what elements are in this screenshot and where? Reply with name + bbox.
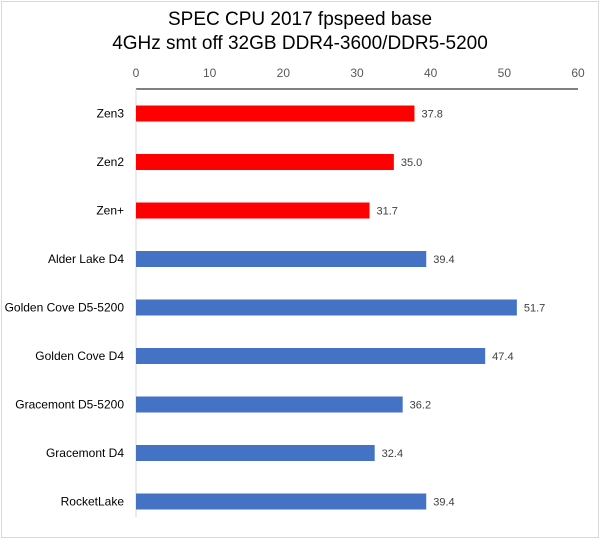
category-label: Zen2 xyxy=(97,155,125,169)
bar xyxy=(136,251,427,267)
x-tick-label: 0 xyxy=(133,66,140,80)
category-label: Zen+ xyxy=(96,204,124,218)
bars: Zen3 37.8 Zen2 35.0 Zen+ 31.7 Alder Lake D4 39.… xyxy=(5,105,545,510)
x-tick-label: 60 xyxy=(571,66,585,80)
bar xyxy=(136,348,486,364)
bar xyxy=(136,202,370,219)
value-label: 47.4 xyxy=(492,351,513,363)
bar xyxy=(136,105,415,122)
value-label: 32.4 xyxy=(382,448,403,460)
chart-title-line-2: 4GHz smt off 32GB DDR4-3600/DDR5-5200 xyxy=(112,33,488,54)
chart-title-line-1: SPEC CPU 2017 fpspeed base xyxy=(167,9,433,30)
x-tick-label: 10 xyxy=(203,66,217,80)
x-tick-label: 40 xyxy=(424,66,438,80)
category-label: Gracemont D4 xyxy=(46,446,124,460)
category-label: Zen3 xyxy=(97,107,125,121)
bar xyxy=(136,445,375,461)
value-label: 51.7 xyxy=(524,303,545,315)
category-label: Golden Cove D4 xyxy=(35,349,124,363)
value-label: 36.2 xyxy=(410,400,431,412)
value-label: 31.7 xyxy=(377,206,398,218)
value-label: 35.0 xyxy=(401,157,422,169)
x-tick-label: 30 xyxy=(350,66,364,80)
bar xyxy=(136,154,394,170)
value-label: 37.8 xyxy=(421,109,442,121)
bar xyxy=(136,299,517,316)
category-label: Gracemont D5-5200 xyxy=(15,398,124,412)
x-tick-label: 50 xyxy=(498,66,512,80)
category-label: Golden Cove D5-5200 xyxy=(5,301,125,315)
value-label: 39.4 xyxy=(433,254,454,266)
category-label: Alder Lake D4 xyxy=(48,252,124,266)
x-axis: 0 10 20 30 40 50 60 xyxy=(133,66,585,518)
bar xyxy=(136,493,427,510)
category-label: RocketLake xyxy=(61,495,125,509)
bar xyxy=(136,396,403,413)
x-tick-label: 20 xyxy=(277,66,291,80)
value-label: 39.4 xyxy=(433,497,454,509)
